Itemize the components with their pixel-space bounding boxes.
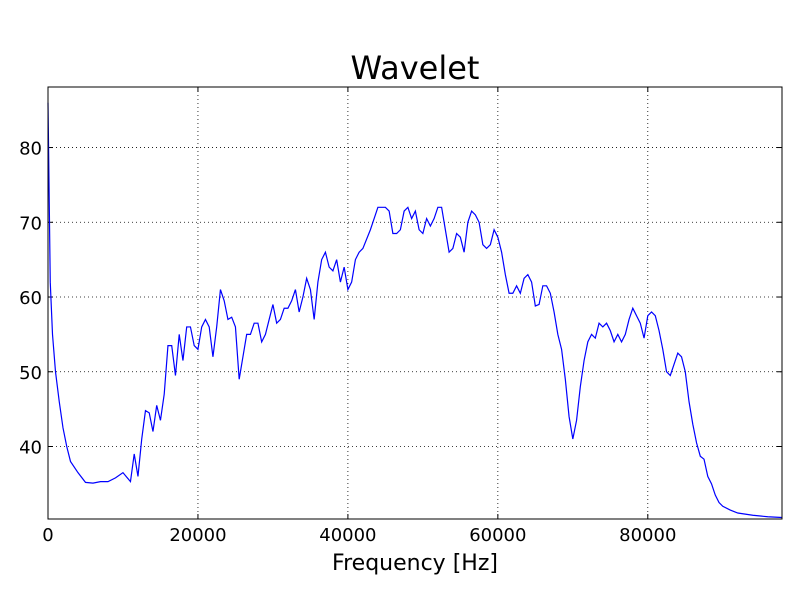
x-tick-label: 0 <box>42 525 53 546</box>
y-tick-label: 60 <box>19 288 42 309</box>
x-tick-label: 60000 <box>469 525 526 546</box>
y-tick-label: 80 <box>19 139 42 160</box>
x-tick-label: 40000 <box>319 525 376 546</box>
x-axis-label: Frequency [Hz] <box>332 551 498 576</box>
y-tick-label: 70 <box>19 213 42 234</box>
plot-frame <box>47 86 783 520</box>
x-tick-label: 20000 <box>169 525 226 546</box>
y-tick-label: 40 <box>19 438 42 459</box>
x-tick-label: 80000 <box>619 525 676 546</box>
chart-title: Wavelet <box>351 49 480 87</box>
y-tick-label: 50 <box>19 363 42 384</box>
data-line <box>47 102 783 519</box>
